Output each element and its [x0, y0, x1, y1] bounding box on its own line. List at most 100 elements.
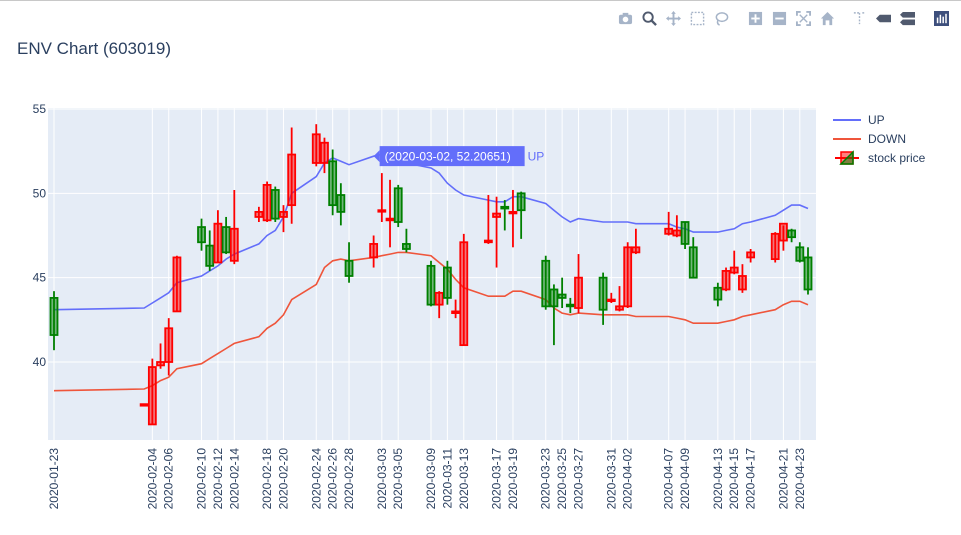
x-tick-label: 2020-03-11: [440, 448, 454, 509]
candle-body: [287, 153, 297, 207]
candle-body: [320, 141, 329, 164]
candle-body: [402, 243, 411, 250]
top-border: [0, 0, 961, 1]
candle-body: [516, 192, 526, 212]
x-tick-label: 2020-04-13: [711, 448, 725, 510]
legend-item-up[interactable]: UP: [832, 110, 925, 129]
candle-body: [721, 270, 731, 291]
zoom-in-icon[interactable]: [745, 8, 765, 28]
candle-body: [664, 227, 674, 235]
candle-body: [631, 246, 641, 254]
x-tick-label: 2020-01-23: [47, 448, 61, 510]
x-tick-label: 2020-02-28: [342, 448, 356, 510]
legend-up-label: UP: [868, 112, 885, 127]
candle-body: [311, 133, 321, 164]
hover-value-text: (2020-03-02, 52.20651): [385, 150, 511, 164]
zoom-icon[interactable]: [639, 8, 659, 28]
candle-body: [746, 251, 756, 259]
x-tick-label: 2020-02-10: [195, 448, 209, 510]
candle-body: [451, 310, 460, 314]
x-tick-label: 2020-04-15: [727, 448, 741, 510]
legend-item-stock[interactable]: stock price: [832, 148, 925, 167]
candle-body: [426, 264, 436, 306]
x-tick-label: 2020-03-03: [375, 448, 389, 510]
x-tick-label: 2020-02-12: [211, 448, 225, 510]
candle-body: [270, 189, 280, 220]
camera-icon[interactable]: [615, 8, 635, 28]
candle-body: [254, 210, 264, 218]
x-tick-label: 2020-02-20: [276, 448, 290, 510]
candle-body: [565, 303, 575, 308]
x-tick-label: 2020-04-09: [678, 448, 692, 510]
home-icon[interactable]: [817, 8, 837, 28]
candle-body: [344, 259, 354, 277]
candle-body: [803, 256, 813, 291]
x-tick-label: 2020-02-04: [145, 448, 159, 510]
zoom-out-icon[interactable]: [769, 8, 789, 28]
pan-icon[interactable]: [663, 8, 683, 28]
candle-body: [336, 194, 346, 213]
x-tick-label: 2020-04-17: [744, 448, 758, 510]
candle-body: [164, 327, 174, 363]
candle-body: [574, 276, 583, 309]
candle-body: [557, 293, 567, 299]
box-select-icon[interactable]: [687, 8, 707, 28]
candle-body: [434, 291, 444, 306]
legend-stock-swatch: [835, 149, 859, 165]
spike-lines-icon[interactable]: [849, 8, 869, 28]
candle-body: [606, 298, 616, 302]
candle-body: [377, 209, 387, 213]
x-tick-label: 2020-02-06: [162, 448, 176, 510]
x-tick-label: 2020-04-21: [776, 448, 790, 510]
y-tick-label: 45: [33, 271, 47, 285]
x-tick-label: 2020-04-07: [662, 448, 676, 510]
x-tick-label: 2020-03-09: [424, 448, 438, 510]
candle-body: [262, 183, 272, 222]
chart-title: ENV Chart (603019): [17, 39, 172, 58]
lasso-icon[interactable]: [711, 8, 731, 28]
candle-body: [483, 239, 493, 244]
x-tick-label: 2020-02-24: [309, 448, 323, 510]
candle-body: [49, 297, 59, 336]
candle-body: [598, 276, 608, 311]
x-tick-label: 2020-03-13: [457, 448, 471, 510]
x-tick-label: 2020-03-23: [539, 448, 553, 510]
candle-body: [328, 160, 338, 207]
hover-closest-icon[interactable]: [873, 8, 893, 28]
candle-body: [541, 259, 551, 308]
x-tick-label: 2020-04-23: [793, 448, 807, 510]
candle-body: [615, 305, 624, 311]
candle-body: [713, 286, 723, 301]
x-tick-label: 2020-04-02: [621, 448, 635, 510]
legend-down-label: DOWN: [868, 131, 906, 146]
candle-body: [385, 217, 395, 222]
candle-body: [442, 266, 452, 299]
candle-body: [688, 246, 698, 279]
candle-body: [500, 205, 510, 210]
candle-body: [492, 212, 501, 218]
candle-body: [770, 232, 780, 261]
x-tick-label: 2020-03-19: [506, 448, 520, 510]
hover-series-label: UP: [528, 150, 545, 164]
candle-body: [221, 226, 231, 254]
x-tick-label: 2020-03-17: [490, 448, 504, 510]
hover-compare-icon[interactable]: [897, 8, 917, 28]
x-tick-label: 2020-03-25: [555, 448, 569, 510]
legend-item-down[interactable]: DOWN: [832, 129, 925, 148]
x-tick-label: 2020-02-18: [260, 448, 274, 510]
candle-body: [205, 244, 215, 267]
legend: UP DOWN stock price: [832, 110, 925, 167]
y-tick-label: 40: [33, 355, 47, 369]
legend-stock-label: stock price: [868, 150, 926, 165]
modebar: [615, 8, 951, 28]
candle-body: [795, 246, 805, 262]
candle-body: [508, 210, 518, 215]
plotly-logo-icon[interactable]: [931, 8, 951, 28]
x-tick-label: 2020-03-05: [391, 448, 405, 510]
candle-body: [172, 256, 182, 313]
candle-body: [156, 361, 165, 367]
x-tick-label: 2020-02-14: [227, 448, 241, 510]
autoscale-icon[interactable]: [793, 8, 813, 28]
candle-body: [459, 241, 469, 347]
